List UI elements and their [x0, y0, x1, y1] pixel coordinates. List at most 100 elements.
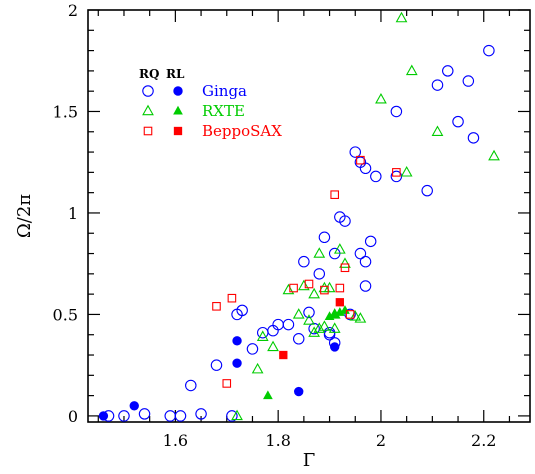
rxte-rq-point: [318, 320, 331, 331]
legend-marker-rl: [173, 105, 183, 115]
legend-marker-rl: [173, 86, 183, 96]
ginga-rl-point: [232, 358, 242, 368]
ginga-rq-point: [195, 408, 207, 420]
legend-header-rq: RQ: [139, 67, 159, 81]
ginga-rq-point: [174, 410, 187, 422]
plot-frame: [87, 9, 531, 423]
ginga-rl-point: [98, 411, 109, 421]
x-tick-label: 1.8: [265, 431, 290, 450]
bepposax-rq-point: [320, 285, 329, 295]
ginga-rq-point: [298, 255, 310, 268]
ginga-rq-point: [138, 408, 151, 420]
ginga-rq-point: [349, 146, 362, 158]
y-axis-label: Ω/2π: [14, 194, 35, 238]
bepposax-rq-point: [356, 155, 365, 165]
ginga-rl-point: [232, 336, 242, 346]
bepposax-rq-point: [340, 263, 350, 273]
bepposax-rq-point: [335, 283, 345, 293]
ginga-rq-point: [246, 343, 259, 355]
ginga-rq-point: [442, 65, 454, 77]
legend-label-rxte: RXTE: [202, 102, 245, 120]
x-tick-label: 2.2: [471, 431, 496, 450]
bepposax-rq-point: [345, 310, 355, 319]
y-tick-label: 1: [68, 204, 78, 223]
ginga-rq-point: [462, 75, 475, 87]
rxte-rq-point: [251, 362, 264, 374]
rxte-rq-point: [349, 310, 362, 321]
rxte-rq-point: [354, 312, 367, 323]
rxte-rl-point: [340, 305, 350, 314]
legend-header-rl: RL: [166, 67, 185, 81]
legend-label-bepposax: BeppoSAX: [202, 122, 282, 140]
bepposax-rq-point: [227, 293, 237, 303]
rxte-rq-point: [282, 283, 295, 295]
rxte-rq-point: [267, 340, 279, 352]
data-points: [98, 11, 500, 422]
bepposax-rq-point: [222, 379, 232, 388]
ginga-rq-point: [359, 162, 372, 175]
ginga-rq-point: [364, 235, 377, 248]
rxte-rq-point: [339, 257, 351, 268]
rxte-rq-point: [308, 287, 321, 299]
rxte-rq-point: [328, 322, 341, 333]
ginga-rq-point: [370, 170, 382, 183]
bepposax-rl-point: [279, 350, 288, 360]
rxte-rq-point: [431, 125, 444, 136]
legend-marker-rq: [143, 126, 153, 136]
rxte-rq-point: [405, 64, 418, 76]
y-tick-label: 2: [68, 1, 78, 20]
ginga-rq-point: [226, 410, 238, 422]
rxte-rl-point: [263, 390, 273, 400]
rxte-rq-point: [375, 92, 387, 104]
rxte-rq-point: [395, 11, 408, 23]
ginga-rq-point: [164, 410, 176, 422]
bepposax-rl-point: [335, 298, 344, 307]
ginga-rl-point: [294, 386, 304, 397]
ginga-rq-point: [292, 333, 305, 345]
bepposax-rq-point: [392, 168, 401, 177]
legend: RQ RL Ginga RXTE BeppoSAX: [139, 67, 282, 140]
ginga-rq-point: [483, 44, 495, 57]
ginga-rq-point: [282, 318, 295, 331]
ginga-rq-point: [210, 359, 223, 371]
ginga-rq-point: [236, 304, 248, 317]
ginga-rq-point: [313, 268, 326, 280]
rxte-rq-point: [323, 281, 336, 293]
ginga-rq-point: [359, 280, 372, 292]
bepposax-rq-point: [330, 190, 339, 199]
ginga-rq-point: [359, 255, 372, 268]
legend-label-ginga: Ginga: [202, 82, 247, 100]
rxte-rq-point: [400, 166, 413, 177]
axis-ticks: [88, 9, 530, 422]
legend-marker-rl: [173, 126, 183, 136]
legend-marker-rq: [142, 104, 154, 116]
axis-tick-labels: 1.6 1.8 2 2.2 0 0.5 1 1.5 2: [53, 1, 497, 450]
ginga-rq-point: [256, 326, 269, 339]
bepposax-rq-point: [212, 302, 221, 311]
ginga-rq-point: [318, 231, 331, 244]
bepposax-rq-point: [304, 279, 314, 289]
y-tick-label: 1.5: [53, 102, 78, 121]
rxte-rq-point: [292, 308, 305, 319]
ginga-rq-point: [452, 115, 464, 128]
y-tick-label: 0.5: [53, 305, 78, 324]
rxte-rq-point: [488, 149, 500, 161]
ginga-rq-point: [185, 379, 197, 392]
rxte-rq-point: [231, 409, 243, 421]
ginga-rl-point: [329, 342, 340, 352]
ginga-rq-point: [303, 306, 315, 319]
ginga-rq-point: [431, 79, 444, 91]
rxte-rq-point: [303, 314, 315, 325]
ginga-rq-point: [339, 215, 351, 227]
y-tick-label: 0: [68, 407, 78, 426]
x-tick-label: 1.6: [163, 431, 188, 450]
legend-marker-rq: [142, 85, 154, 97]
rxte-rq-point: [256, 330, 269, 341]
ginga-rq-point: [390, 105, 403, 118]
x-axis-label: Γ: [303, 450, 316, 471]
ginga-rl-point: [129, 401, 139, 411]
ginga-rq-point: [118, 410, 130, 422]
ginga-rq-point: [421, 184, 433, 197]
ginga-rq-point: [467, 132, 480, 144]
